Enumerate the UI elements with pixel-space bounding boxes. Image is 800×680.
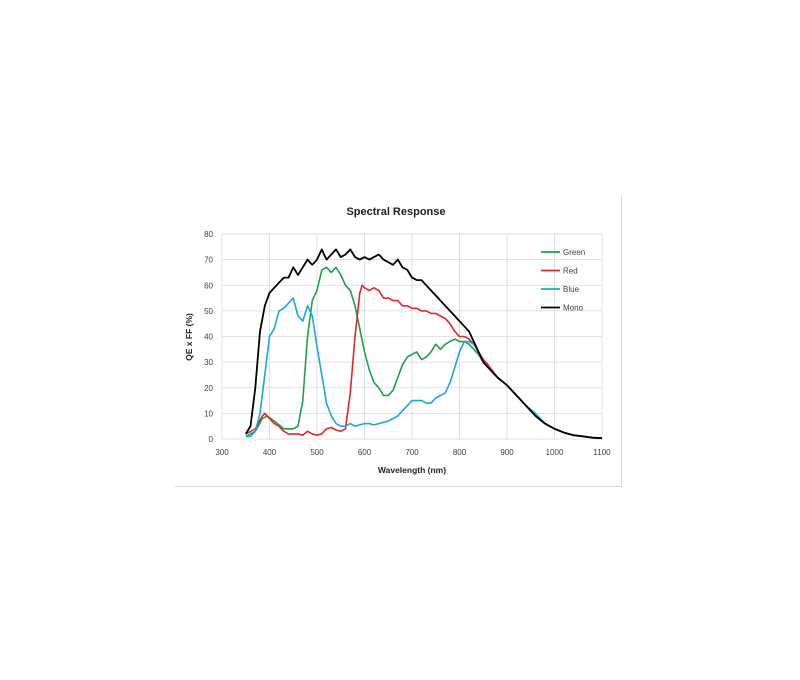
series-line-mono [245,248,603,440]
x-tick-label: 700 [405,448,419,457]
legend: Green Red Blue Mono [541,248,585,313]
x-axis-ticks: 300 400 500 600 700 800 900 1000 1100 [215,448,611,457]
x-tick-label: 600 [358,448,372,457]
y-tick-label: 50 [204,307,213,316]
legend-label-blue: Blue [563,285,580,294]
series-line-green [245,266,603,439]
y-tick-label: 10 [204,409,213,418]
x-tick-label: 800 [453,448,467,457]
y-tick-label: 30 [204,358,213,367]
series-lines [245,248,603,440]
y-tick-label: 20 [204,384,213,393]
spectral-response-chart: Spectral Response 300 400 500 600 700 800 900 1… [184,206,611,475]
x-tick-label: 1000 [546,448,564,457]
y-tick-label: 80 [204,230,213,239]
chart-frame: Spectral Response 300 400 500 600 700 800 900 1… [175,195,622,487]
y-tick-label: 40 [204,333,213,342]
x-tick-label: 400 [263,448,277,457]
gridlines [221,233,603,440]
x-tick-label: 900 [500,448,514,457]
chart-title: Spectral Response [346,206,445,218]
y-axis-ticks: 0 10 20 30 40 50 60 70 80 [204,230,213,444]
y-tick-label: 0 [209,435,214,444]
legend-label-red: Red [563,267,578,276]
x-tick-label: 500 [310,448,324,457]
y-axis-title: QE x FF (%) [184,313,194,361]
x-tick-label: 1100 [593,448,611,457]
x-axis-title: Wavelength (nm) [378,465,446,475]
legend-label-mono: Mono [563,304,584,313]
legend-label-green: Green [563,248,585,257]
y-tick-label: 70 [204,256,213,265]
x-tick-label: 300 [215,448,229,457]
y-tick-label: 60 [204,281,213,290]
